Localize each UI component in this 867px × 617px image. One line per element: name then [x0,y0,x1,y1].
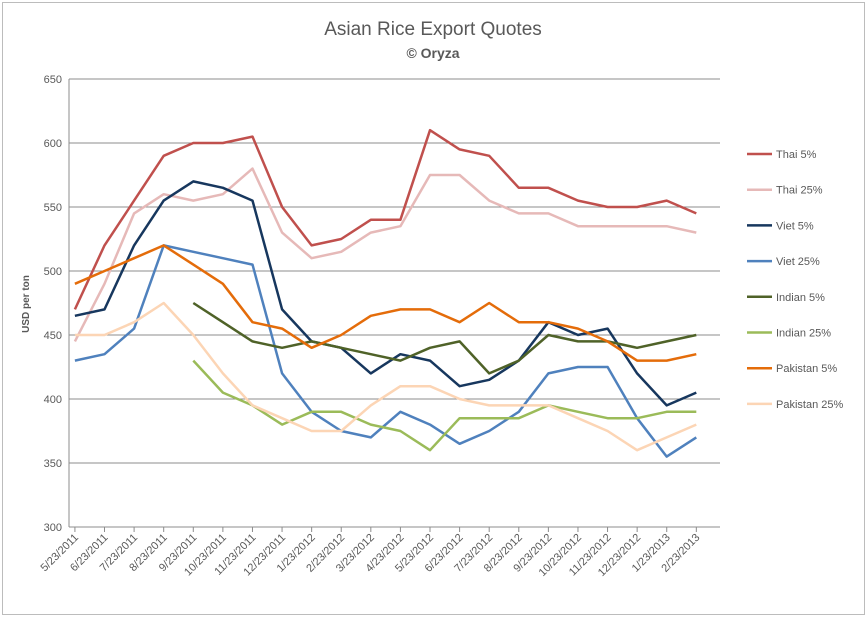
legend-label: Pakistan 25% [776,399,843,411]
x-axis: 5/23/20116/23/20117/23/20118/23/20119/23… [39,526,720,579]
series-line-thai-25 [73,167,697,342]
line-chart: Asian Rice Export Quotes © Oryza 300 350 4… [21,19,843,579]
series-line-indian-5 [192,301,697,375]
legend-label: Indian 25% [776,328,831,340]
series-line-viet-25 [74,244,697,458]
y-tick-label: 550 [44,202,62,214]
series-line-indian-25 [192,359,697,452]
y-axis: 300 350 400 450 500 550 600 650 [44,74,70,534]
y-tick-label: 450 [44,330,62,342]
y-tick-label: 600 [44,138,62,150]
series-line-viet-5 [74,180,697,407]
chart-subtitle: © Oryza [406,45,459,61]
legend-label: Viet 25% [776,256,820,268]
y-axis-label: USD per ton [21,275,32,333]
y-tick-label: 650 [44,74,62,86]
legend-label: Viet 5% [776,220,814,232]
legend-label: Thai 5% [776,149,817,161]
legend-label: Thai 25% [776,185,823,197]
y-tick-label: 500 [44,266,62,278]
chart-title: Asian Rice Export Quotes [324,19,542,40]
series-line-pakistan-5 [74,244,697,362]
y-tick-label: 400 [44,394,62,406]
legend: Thai 5% Thai 25% Viet 5% Viet 25% Indian 5% I… [747,149,843,411]
legend-label: Indian 5% [776,292,825,304]
grid [69,78,720,528]
series-line-pakistan-25 [74,301,697,452]
y-tick-label: 300 [44,522,62,534]
legend-label: Pakistan 5% [776,363,837,375]
series-group [73,128,697,458]
y-tick-label: 350 [44,458,62,470]
series-line-thai-5 [73,128,697,310]
